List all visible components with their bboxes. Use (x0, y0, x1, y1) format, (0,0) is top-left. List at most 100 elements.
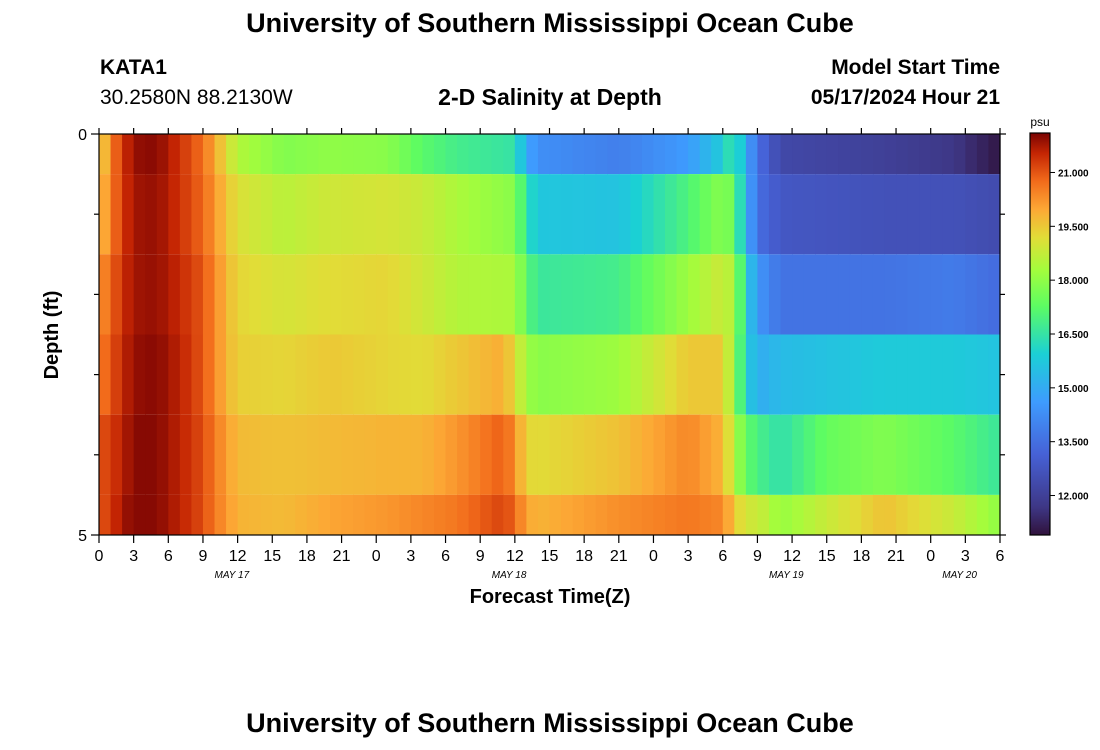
heat-cell (376, 414, 389, 495)
heat-cell (422, 334, 435, 415)
heat-cell (457, 414, 470, 495)
heat-cell (907, 334, 920, 415)
heat-cell (826, 174, 839, 255)
heat-cell (699, 334, 712, 415)
heat-cell (734, 254, 747, 335)
heat-cell (584, 134, 597, 175)
heat-cell (514, 134, 527, 175)
heat-cell (792, 494, 805, 535)
heat-cell (445, 134, 458, 175)
heat-cell (896, 334, 909, 415)
heat-cell (549, 174, 562, 255)
heat-cell (688, 134, 701, 175)
heat-cell (630, 414, 643, 495)
heat-cell (399, 254, 412, 335)
heat-cell (884, 134, 897, 175)
heat-cell (133, 334, 146, 415)
heat-cell (907, 174, 920, 255)
heat-cell (145, 414, 158, 495)
heat-cell (722, 134, 735, 175)
heat-cell (861, 414, 874, 495)
heat-cell (237, 414, 250, 495)
heat-cell (202, 254, 216, 335)
heat-cell (676, 174, 689, 255)
x-tick-label: 0 (649, 548, 658, 565)
heat-cell (537, 134, 551, 175)
heat-cell (480, 334, 493, 415)
heat-cell (757, 254, 770, 335)
heat-cell (872, 134, 886, 175)
heat-cell (457, 254, 470, 335)
heat-cell (214, 254, 227, 335)
heat-cell (514, 174, 527, 255)
heat-cell (260, 494, 273, 535)
heat-cell (283, 254, 296, 335)
x-tick-label: 9 (199, 548, 208, 565)
heat-cell (849, 494, 862, 535)
x-tick-label: 0 (372, 548, 381, 565)
heat-cell (237, 174, 250, 255)
heat-cell (399, 134, 412, 175)
heat-cell (561, 494, 574, 535)
heat-cell (607, 134, 620, 175)
heat-cell (306, 174, 320, 255)
axes: 0 3 6 9 12 15 18 21 0 3 6 9 12 15 18 21 0 3 6 9 12 15 18 21 0 3 6 M… (78, 127, 1006, 581)
heat-cell (306, 254, 320, 335)
heat-cell (919, 494, 932, 535)
heat-cell (976, 254, 990, 335)
heat-cell (907, 254, 920, 335)
heat-cell (780, 134, 793, 175)
heat-cell (99, 414, 112, 495)
heat-cell (168, 494, 181, 535)
heat-cell (491, 134, 504, 175)
heat-cell (711, 134, 724, 175)
heat-cell (942, 174, 955, 255)
heat-cell (272, 254, 285, 335)
x-tick-label: 18 (298, 548, 316, 565)
heat-cell (330, 254, 343, 335)
heat-cell (249, 334, 262, 415)
heat-cell (364, 134, 377, 175)
heat-cell (976, 494, 990, 535)
heat-cell (133, 254, 146, 335)
heat-cell (953, 334, 966, 415)
heat-cell (930, 174, 943, 255)
heat-cell (191, 334, 204, 415)
heat-cell (480, 494, 493, 535)
x-tick-label: 15 (541, 548, 559, 565)
heat-cell (480, 254, 493, 335)
heat-cell (549, 334, 562, 415)
heat-cell (364, 174, 377, 255)
heat-cell (376, 174, 389, 255)
heat-cell (861, 174, 874, 255)
station-coordinates: 30.2580N 88.2130W (100, 86, 293, 109)
heat-cell (919, 334, 932, 415)
heat-cell (757, 174, 770, 255)
heat-cell (653, 494, 666, 535)
heat-cell (191, 174, 204, 255)
heat-cell (584, 334, 597, 415)
heat-cell (191, 494, 204, 535)
heat-cell (953, 134, 966, 175)
heat-cell (641, 174, 655, 255)
heat-cell (803, 334, 816, 415)
heat-cell (318, 494, 331, 535)
heat-cell (549, 414, 562, 495)
heat-cell (226, 174, 239, 255)
colorbar-gradient (1029, 132, 1051, 536)
heat-cell (260, 134, 273, 175)
heat-cell (896, 254, 909, 335)
heat-cell (884, 334, 897, 415)
heat-cell (665, 254, 678, 335)
heat-cell (572, 174, 585, 255)
heat-cell (341, 494, 354, 535)
heat-cell (283, 134, 296, 175)
x-tick-label: 6 (441, 548, 450, 565)
heat-cell (295, 414, 308, 495)
heat-cell (768, 174, 782, 255)
heat-cell (630, 134, 643, 175)
heat-cell (537, 254, 551, 335)
heat-cell (872, 334, 886, 415)
heat-cell (884, 494, 897, 535)
heat-cell (156, 134, 169, 175)
